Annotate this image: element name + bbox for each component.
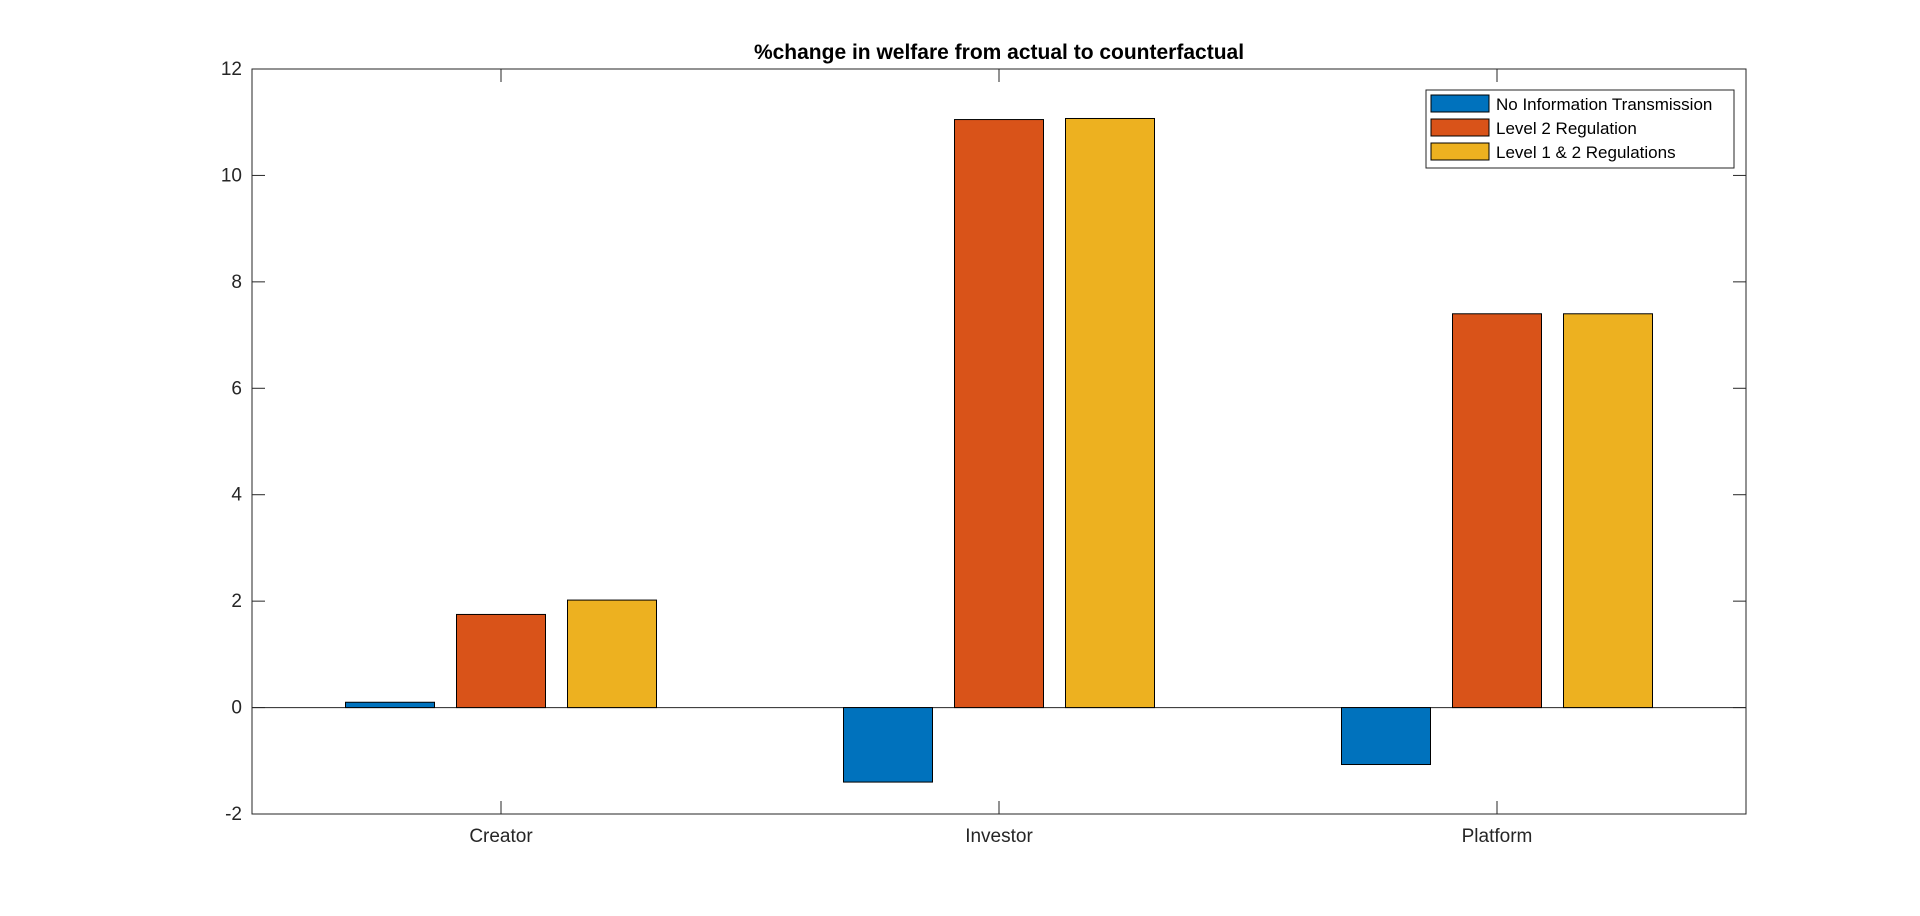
bar-creator-3 xyxy=(567,599,657,709)
x-tick-label: Creator xyxy=(469,826,533,847)
bar-investor-2 xyxy=(954,119,1044,709)
bar-creator-1 xyxy=(345,701,435,709)
legend-swatch xyxy=(1430,142,1490,161)
y-tick-label: 8 xyxy=(231,272,242,293)
legend-label: No Information Transmission xyxy=(1496,95,1712,114)
y-tick-label: 4 xyxy=(231,485,242,506)
bar-platform-1 xyxy=(1341,707,1431,766)
y-tick-label: 0 xyxy=(231,698,242,719)
y-tick-label: 2 xyxy=(231,591,242,612)
bar-platform-3 xyxy=(1563,313,1653,709)
chart-title: %change in welfare from actual to counte… xyxy=(754,41,1244,64)
bar-investor-1 xyxy=(843,707,933,783)
bar-creator-2 xyxy=(456,613,546,709)
legend-swatch xyxy=(1430,94,1490,113)
legend-swatch xyxy=(1430,118,1490,137)
bar-platform-2 xyxy=(1452,313,1542,709)
legend-label: Level 2 Regulation xyxy=(1496,119,1637,138)
legend-label: Level 1 & 2 Regulations xyxy=(1496,143,1676,162)
y-tick-label: 10 xyxy=(221,165,242,186)
y-tick-label: 6 xyxy=(231,378,242,399)
x-tick-label: Investor xyxy=(965,826,1033,847)
y-tick-label: -2 xyxy=(225,804,242,825)
y-tick-label: 12 xyxy=(221,59,242,80)
bar-investor-3 xyxy=(1065,117,1155,709)
x-tick-label: Platform xyxy=(1462,826,1533,847)
